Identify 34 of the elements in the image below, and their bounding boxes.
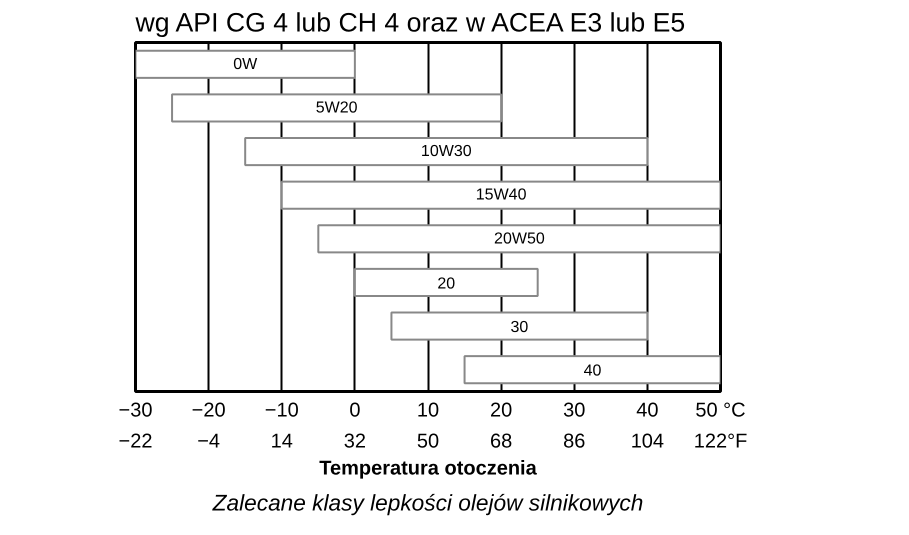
bar bbox=[464, 355, 720, 384]
x2-tick-label: 68 bbox=[490, 430, 512, 452]
x-tick-label: 10 bbox=[416, 400, 440, 422]
bar bbox=[390, 312, 648, 341]
x2-tick-label: 104 bbox=[630, 430, 664, 452]
x-tick-label: −10 bbox=[264, 400, 299, 422]
x2-tick-label: −22 bbox=[118, 430, 152, 452]
x2-tick-label: 50 bbox=[416, 430, 440, 452]
x-tick-label: 0 bbox=[349, 400, 360, 422]
bar bbox=[136, 50, 356, 79]
x2-tick-label: 86 bbox=[563, 430, 586, 452]
y-tick-label: 5W20 bbox=[316, 99, 358, 116]
x2-tick-label: 14 bbox=[270, 430, 293, 452]
x2-tick-label: 122°F bbox=[694, 430, 748, 452]
y-tick-label: 30 bbox=[510, 319, 528, 336]
y-tick-label: 10W30 bbox=[420, 143, 472, 160]
x-tick-label: 50 °C bbox=[695, 400, 746, 422]
chart-title: wg API CG 4 lub CH 4 oraz w ACEA E3 lub E5 bbox=[134, 8, 686, 38]
y-tick-label: 0W bbox=[233, 56, 258, 73]
y-tick-label: 20W50 bbox=[494, 230, 545, 248]
y-tick-label: 15W40 bbox=[476, 186, 527, 204]
text: Zalecane klasy lepkości olejów silnikowych bbox=[212, 490, 644, 516]
x-tick-label: 40 bbox=[636, 400, 658, 422]
x-tick-label: −20 bbox=[192, 400, 226, 422]
bar bbox=[280, 180, 720, 210]
x2-tick-label: −4 bbox=[197, 430, 220, 452]
x2-tick-label: 32 bbox=[344, 430, 366, 452]
x-tick-label: 30 bbox=[563, 400, 586, 422]
bar bbox=[171, 93, 502, 122]
bar bbox=[244, 137, 648, 166]
bar bbox=[317, 224, 720, 254]
bar bbox=[354, 268, 539, 297]
x-axis-title: Temperatura otoczenia bbox=[319, 458, 538, 480]
x-tick-label: −30 bbox=[118, 400, 152, 422]
